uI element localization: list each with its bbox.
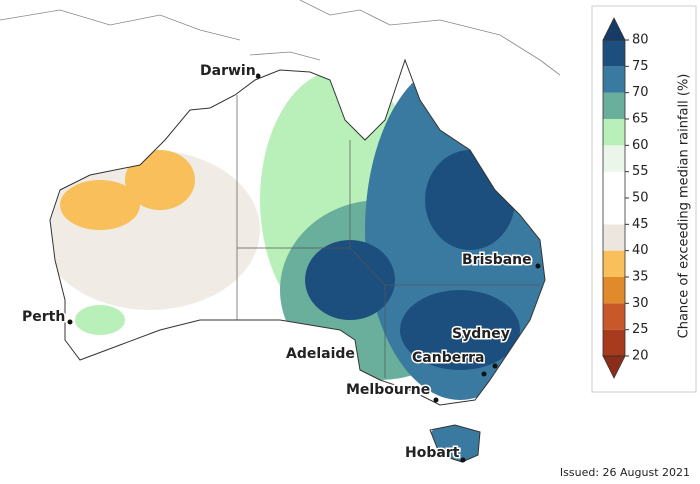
colorbar-band xyxy=(603,198,625,225)
city-dots xyxy=(67,73,541,463)
city-label: Melbourne xyxy=(346,382,430,398)
coastline xyxy=(49,58,546,463)
colorbar-tick-label: 80 xyxy=(632,33,649,48)
colorbar-tick-label: 20 xyxy=(632,349,649,364)
colorbar-tick-label: 25 xyxy=(632,322,649,337)
colorbar-band xyxy=(603,329,625,356)
colorbar-band xyxy=(603,119,625,146)
neighbour-coast xyxy=(0,0,561,76)
city-label: Adelaide xyxy=(286,346,355,362)
colorbar-band xyxy=(603,171,625,198)
city-label: Hobart xyxy=(405,445,460,461)
colorbar-tick-label: 70 xyxy=(632,85,649,100)
legend-title: Chance of exceeding median rainfall (%) xyxy=(677,74,692,339)
colorbar: 20 25 30 35 40 45 50 55 60 65 70 75 80 xyxy=(602,17,649,379)
rainfall-field xyxy=(50,60,545,462)
colorbar-tick-label: 45 xyxy=(632,217,649,232)
colorbar-band xyxy=(603,66,625,93)
colorbar-band xyxy=(603,224,625,251)
colorbar-band xyxy=(603,303,625,330)
colorbar-tick-label: 55 xyxy=(632,164,649,179)
colorbar-band xyxy=(603,40,625,67)
colorbar-tick-label: 40 xyxy=(632,243,649,258)
colorbar-band xyxy=(603,277,625,304)
colorbar-tick-label: 75 xyxy=(632,59,649,74)
colorbar-band xyxy=(603,145,625,172)
issued-date: Issued: 26 August 2021 xyxy=(560,466,690,479)
colorbar-tick-label: 60 xyxy=(632,138,649,153)
state-borders xyxy=(236,95,540,378)
colorbar-tick-label: 65 xyxy=(632,112,649,127)
colorbar-band xyxy=(603,250,625,277)
city-label: Sydney xyxy=(452,326,510,342)
city-label: Perth xyxy=(22,309,65,325)
city-label: Brisbane xyxy=(462,252,532,268)
colorbar-tick-label: 35 xyxy=(632,270,649,285)
colorbar-tick-label: 30 xyxy=(632,296,649,311)
colorbar-tick-label: 50 xyxy=(632,191,649,206)
colorbar-band xyxy=(603,92,625,119)
city-label: Canberra xyxy=(412,350,484,366)
city-label: Darwin xyxy=(200,63,256,79)
